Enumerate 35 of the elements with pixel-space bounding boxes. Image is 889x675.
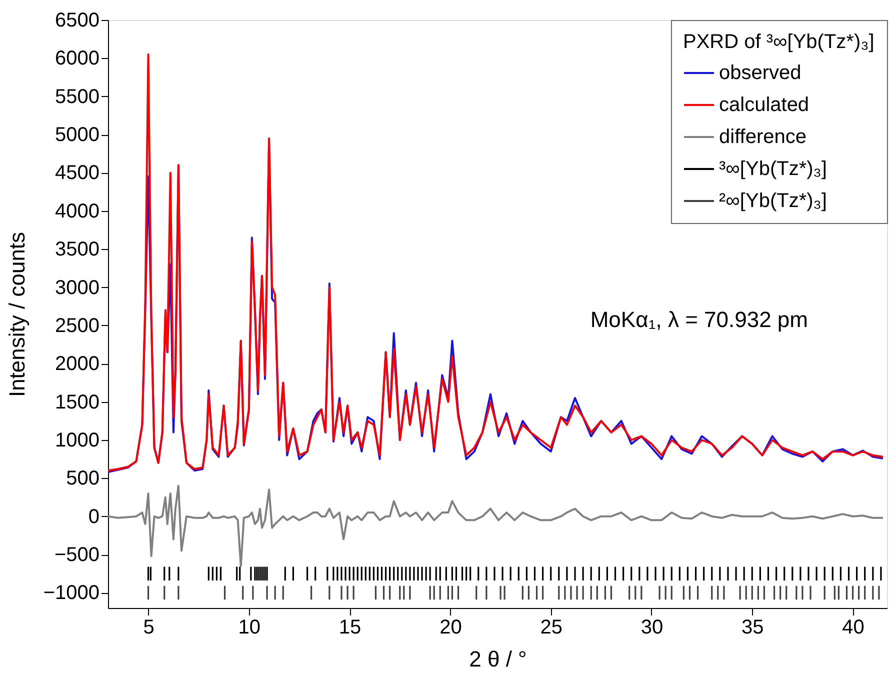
- y-tick-label: 0: [88, 506, 100, 528]
- legend-label: ²∞[Yb(Tz*)₃]: [719, 190, 827, 212]
- y-axis-title: Intensity / counts: [4, 232, 30, 398]
- y-tick-label: 5500: [55, 86, 100, 108]
- x-tick-label: 10: [238, 616, 261, 638]
- x-tick-label: 30: [640, 616, 664, 638]
- x-axis-title: 2 θ / °: [469, 646, 527, 672]
- y-tick-label: −500: [54, 544, 100, 566]
- x-tick-label: 20: [440, 616, 462, 638]
- y-tick-label: 2500: [55, 314, 100, 337]
- y-tick-label: 4000: [55, 200, 100, 222]
- annotation: MoKα₁, λ = 70.932 pm: [590, 307, 808, 332]
- line-series: [108, 53, 884, 472]
- x-tick-label: 40: [842, 616, 864, 638]
- y-tick-label: 6000: [55, 48, 100, 70]
- y-tick-label: −1000: [43, 582, 100, 604]
- y-tick-label: 6500: [55, 10, 100, 32]
- x-tick-label: 15: [338, 616, 362, 638]
- y-tick-label: 1000: [55, 430, 100, 452]
- y-tick-label: 500: [66, 468, 100, 490]
- line-series: [108, 484, 884, 567]
- y-tick-label: 1500: [55, 391, 100, 414]
- legend-label: ³∞[Yb(Tz*)₃]: [719, 158, 827, 180]
- legend-label: observed: [719, 62, 802, 84]
- legend-label: calculated: [719, 94, 810, 116]
- y-tick-label: 3000: [55, 276, 100, 299]
- x-tick-label: 5: [143, 616, 154, 638]
- y-tick-label: 5000: [55, 124, 100, 146]
- y-tick-label: 2000: [55, 353, 100, 376]
- y-tick-label: 3500: [55, 238, 100, 261]
- x-tick-label: 35: [742, 616, 764, 638]
- legend-title: PXRD of ³∞[Yb(Tz*)₃]: [683, 31, 874, 53]
- x-tick-label: 25: [540, 616, 562, 638]
- y-tick-label: 4500: [55, 162, 100, 184]
- legend-label: difference: [719, 126, 806, 148]
